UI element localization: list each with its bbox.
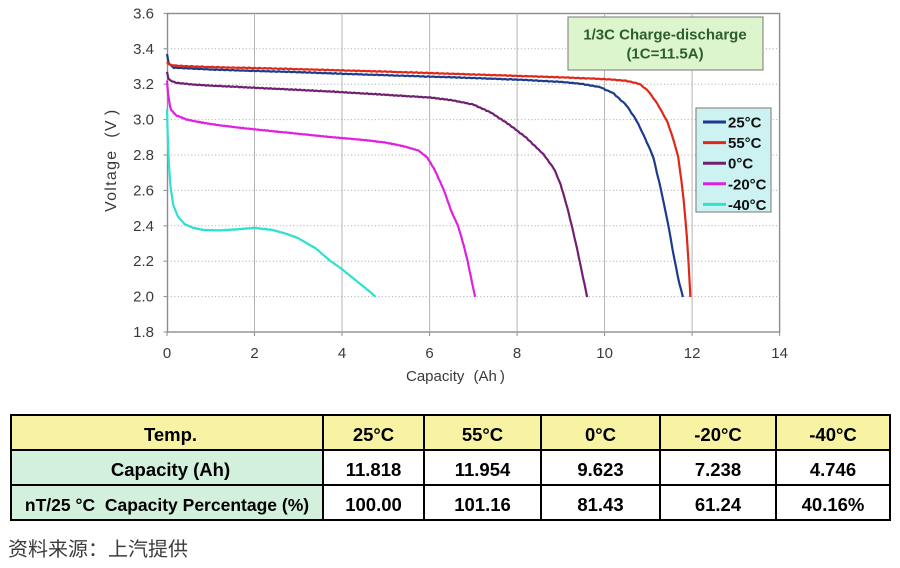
svg-text:1/3C Charge-discharge: 1/3C Charge-discharge — [583, 27, 746, 44]
svg-text:14: 14 — [771, 345, 788, 362]
svg-text:-40°C: -40°C — [728, 197, 767, 214]
svg-text:2.6: 2.6 — [133, 182, 154, 199]
svg-text:2.2: 2.2 — [133, 253, 154, 270]
svg-text:Voltage (V): Voltage (V) — [103, 109, 120, 212]
svg-text:3.6: 3.6 — [133, 5, 154, 22]
svg-text:2: 2 — [250, 345, 258, 362]
svg-text:4: 4 — [338, 345, 346, 362]
svg-text:25°C: 25°C — [728, 115, 762, 132]
svg-text:3.0: 3.0 — [133, 112, 154, 129]
svg-text:12: 12 — [684, 345, 701, 362]
svg-text:2.4: 2.4 — [133, 218, 154, 235]
svg-text:8: 8 — [513, 345, 521, 362]
svg-text:0°C: 0°C — [728, 156, 753, 173]
svg-text:6: 6 — [425, 345, 433, 362]
svg-text:2.8: 2.8 — [133, 147, 154, 164]
svg-text:10: 10 — [596, 345, 613, 362]
svg-text:3.2: 3.2 — [133, 76, 154, 93]
svg-text:-20°C: -20°C — [728, 176, 767, 193]
svg-text:0: 0 — [163, 345, 171, 362]
svg-text:1.8: 1.8 — [133, 324, 154, 341]
svg-text:Capacity (Ah): Capacity (Ah) — [406, 368, 505, 385]
svg-text:3.4: 3.4 — [133, 41, 154, 58]
svg-text:2.0: 2.0 — [133, 289, 154, 306]
svg-text:(1C=11.5A): (1C=11.5A) — [626, 46, 703, 63]
svg-text:55°C: 55°C — [728, 135, 762, 152]
